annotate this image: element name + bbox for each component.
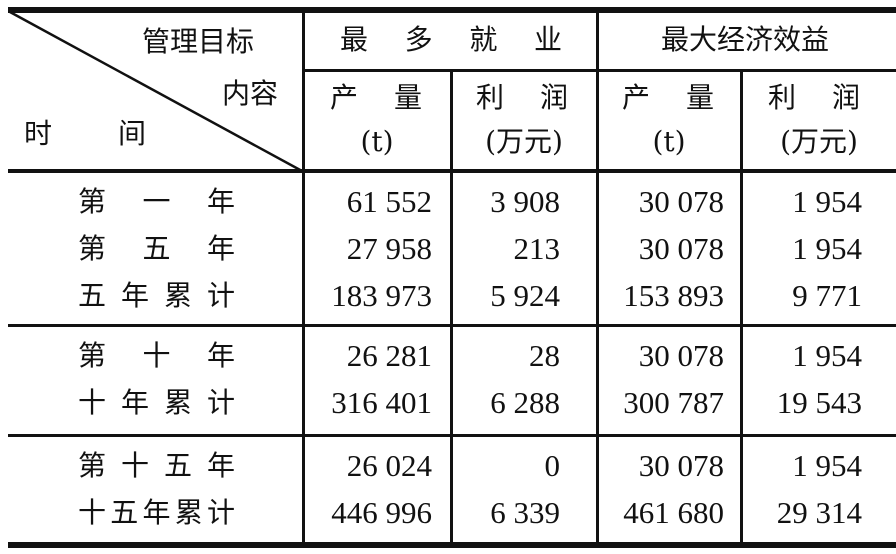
column-rule (740, 70, 743, 546)
col-header-name: 产量 (622, 81, 714, 114)
table-cell: 28 (529, 338, 560, 373)
table-cell: 30 078 (638, 448, 724, 483)
table-cell: 3 908 (490, 184, 560, 219)
row-label: 第五年 (78, 232, 235, 265)
table-cell: 213 (513, 231, 561, 266)
table-cell: 1 954 (792, 448, 862, 483)
table-cell: 30 078 (638, 231, 724, 266)
col-header-name: 产量 (330, 81, 422, 114)
table-cell: 1 954 (792, 231, 862, 266)
table-cell: 9 771 (792, 278, 862, 313)
table-cell: 5 924 (490, 278, 560, 313)
table-cell: 61 552 (346, 184, 432, 219)
table-cell: 446 996 (331, 495, 432, 530)
table-cell: 19 543 (776, 385, 862, 420)
row-label: 第十年 (78, 339, 235, 372)
table-cell: 316 401 (331, 385, 432, 420)
row-label: 十年累计 (78, 386, 235, 419)
table-cell: 0 (544, 448, 561, 483)
column-rule (450, 70, 453, 546)
group-header-max-employment: 最多就业 (340, 23, 562, 56)
col-header-unit: (t) (360, 125, 394, 158)
col-header-unit: (t) (652, 125, 686, 158)
row-label: 十五年累计 (78, 496, 235, 529)
table-cell: 461 680 (623, 495, 724, 530)
column-rule (596, 10, 599, 546)
table-cell: 29 314 (776, 495, 862, 530)
table-cell: 30 078 (638, 184, 724, 219)
row-label: 五年累计 (78, 279, 235, 312)
table-cell: 6 339 (490, 495, 560, 530)
table-cell: 183 973 (331, 278, 432, 313)
col-header-unit: (万元) (485, 125, 563, 158)
table-cell: 26 024 (346, 448, 432, 483)
group-header-max-benefit: 最大经济效益 (660, 23, 829, 56)
corner-label-time-1: 时 (24, 117, 53, 150)
table-cell: 300 787 (623, 385, 724, 420)
corner-label-time-2: 间 (118, 117, 147, 150)
table-cell: 1 954 (792, 184, 862, 219)
corner-label-content: 内容 (222, 77, 279, 110)
column-rule (302, 10, 305, 546)
corner-label-target: 管理目标 (142, 25, 255, 58)
top-rule (8, 7, 896, 13)
table-cell: 1 954 (792, 338, 862, 373)
col-header-name: 利润 (768, 81, 860, 114)
table-cell: 26 281 (346, 338, 432, 373)
col-header-unit: (万元) (780, 125, 858, 158)
table-cell: 27 958 (346, 231, 432, 266)
col-header-name: 利润 (476, 81, 568, 114)
table-cell: 30 078 (638, 338, 724, 373)
table-cell: 6 288 (490, 385, 560, 420)
header-mid-rule (302, 69, 896, 72)
row-label: 第一年 (78, 185, 235, 218)
table-cell: 153 893 (623, 278, 724, 313)
row-label: 第十五年 (78, 449, 235, 482)
